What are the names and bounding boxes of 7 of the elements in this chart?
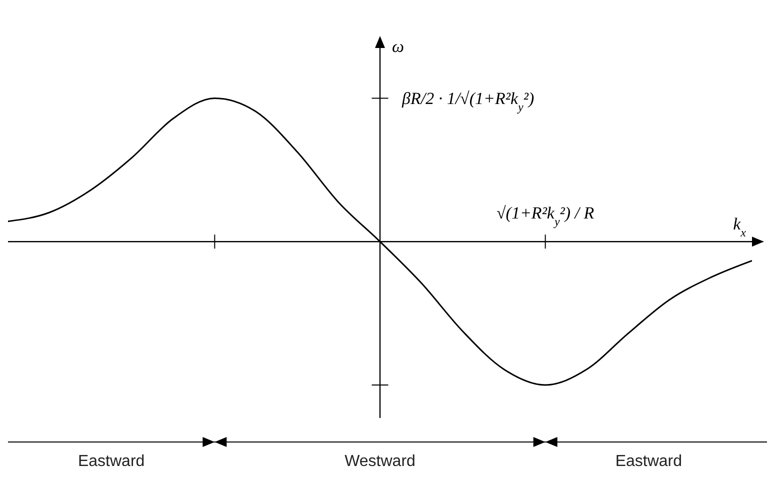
- text: Eastward: [78, 453, 145, 470]
- y-axis-title: ω: [392, 37, 404, 56]
- text: Eastward: [615, 453, 682, 470]
- text: Westward: [344, 453, 416, 470]
- x-axis-title: k$_{x}$: [733, 214, 747, 240]
- annotation: βR/2 · 1/√(1+R²k$_{y}$²): [401, 89, 534, 114]
- annotation: √(1+R²k$_{y}$²) / R: [496, 204, 595, 229]
